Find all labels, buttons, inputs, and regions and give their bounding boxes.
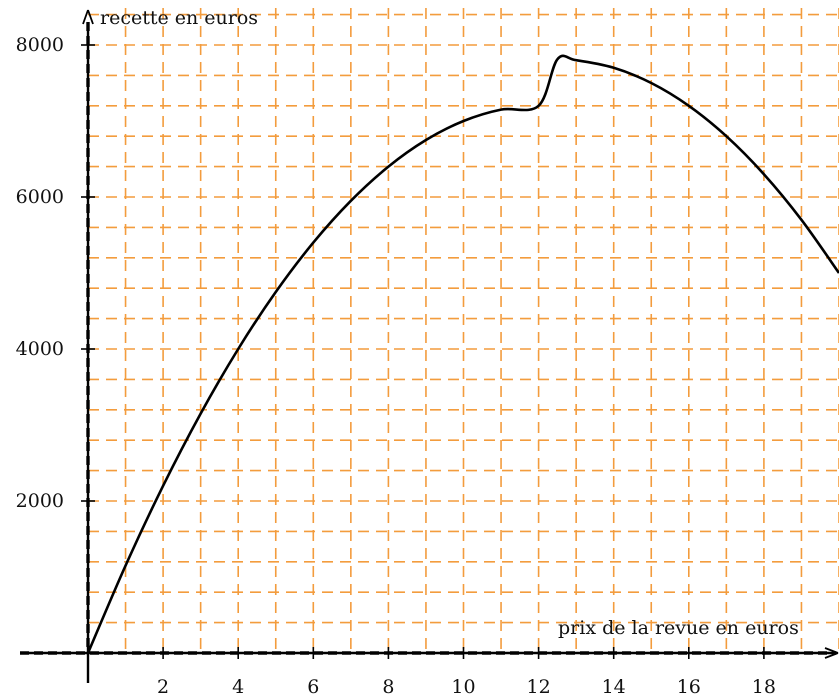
- axes: [20, 9, 839, 683]
- y-tick-label: 2000: [16, 490, 64, 512]
- revenue-curve: [86, 54, 839, 654]
- y-tick-label: 6000: [16, 186, 64, 208]
- y-tick-label: 8000: [16, 34, 64, 56]
- grid: [88, 8, 839, 653]
- x-tick-label: 2: [157, 676, 169, 698]
- x-tick-label: 12: [527, 676, 551, 698]
- x-tick-label: 4: [232, 676, 244, 698]
- x-tick-label: 10: [451, 676, 475, 698]
- x-tick-label: 8: [382, 676, 394, 698]
- x-tick-label: 16: [677, 676, 701, 698]
- x-axis-arrow-icon: [824, 647, 839, 659]
- y-axis-arrow-icon: [82, 9, 94, 25]
- curve-layer: [86, 54, 839, 654]
- x-axis-label: prix de la revue en euros: [558, 617, 799, 639]
- x-tick-label: 6: [307, 676, 319, 698]
- y-tick-label: 4000: [16, 338, 64, 360]
- x-tick-label: 14: [602, 676, 626, 698]
- y-axis-label: recette en euros: [100, 7, 258, 29]
- x-tick-label: 18: [752, 676, 776, 698]
- ticks: 2 4 6 8 10 12 14 16 18 2000 4000 6000 8000: [16, 34, 776, 698]
